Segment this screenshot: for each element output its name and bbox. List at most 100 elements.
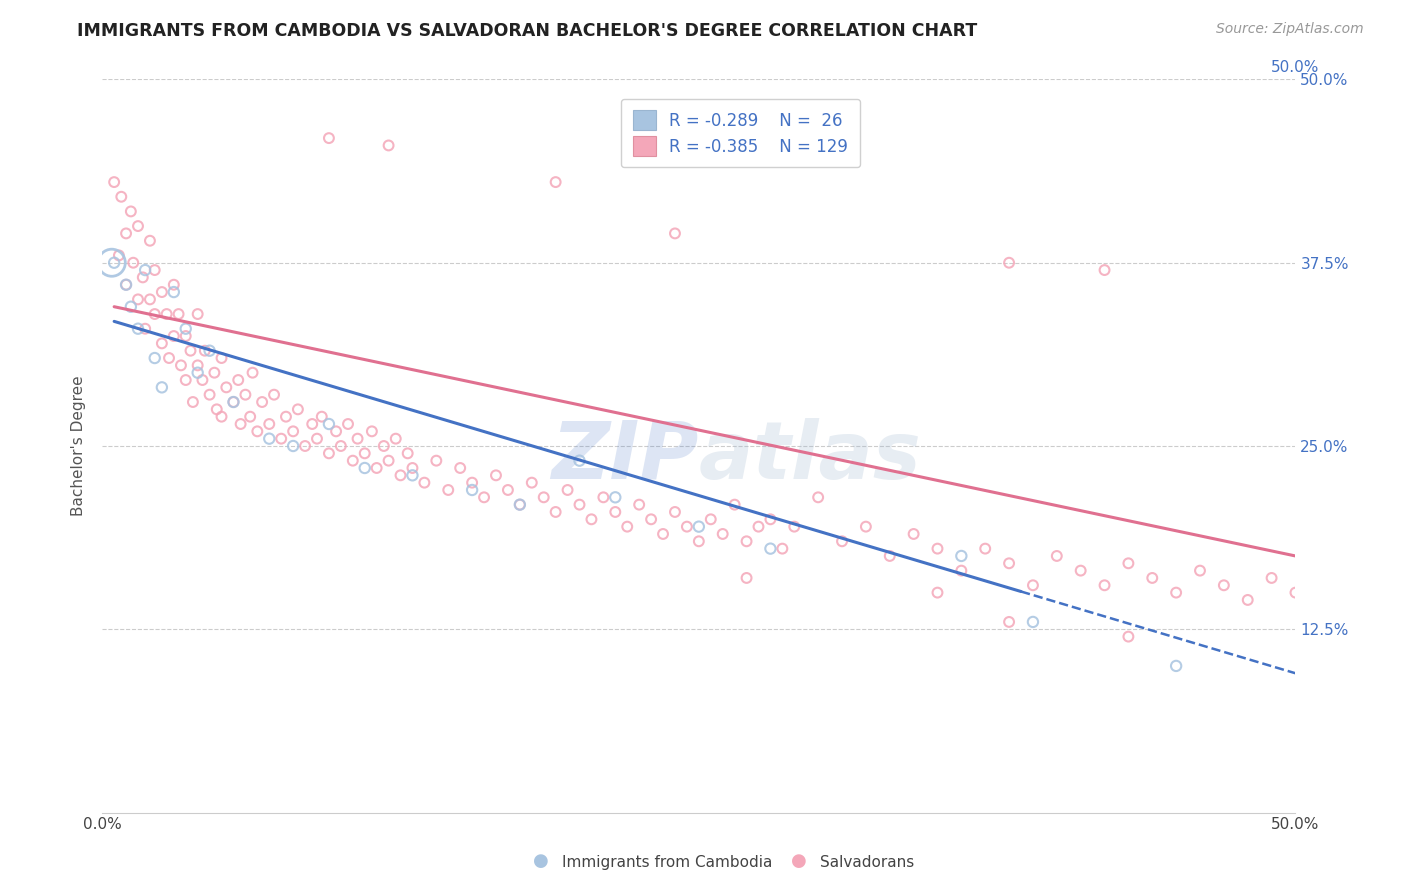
Point [1284,585,1306,599]
Point [903,527,925,541]
Point [449,461,471,475]
Point [413,475,436,490]
Point [557,483,579,497]
Point [325,425,347,439]
Point [1094,578,1116,592]
Point [103,175,125,189]
Point [509,498,531,512]
Point [143,351,166,365]
Point [259,432,281,446]
Point [401,461,423,475]
Point [711,527,734,541]
Point [377,453,399,467]
Text: ●: ● [533,852,550,870]
Point [461,483,484,497]
Point [250,395,273,409]
Y-axis label: Bachelor's Degree: Bachelor's Degree [72,376,86,516]
Point [389,468,412,483]
Point [783,519,806,533]
Point [127,322,149,336]
Point [115,227,138,241]
Point [640,512,662,526]
Point [215,380,238,394]
Point [353,446,375,460]
Point [318,417,340,431]
Point [318,131,340,145]
Point [120,204,142,219]
Point [1166,659,1188,673]
Point [211,409,233,424]
Point [229,417,252,431]
Point [174,322,197,336]
Point [998,615,1021,629]
Point [1118,630,1140,644]
Point [974,541,997,556]
Point [163,329,186,343]
Point [1022,615,1045,629]
Point [179,343,201,358]
Point [855,519,877,533]
Point [384,432,406,446]
Point [150,336,173,351]
Point [759,541,782,556]
Point [1094,263,1116,277]
Point [425,453,447,467]
Point [127,293,149,307]
Point [150,380,173,394]
Point [239,409,262,424]
Point [927,541,949,556]
Point [568,453,591,467]
Point [770,541,793,556]
Point [242,366,264,380]
Point [396,446,419,460]
Point [263,387,285,401]
Point [174,373,197,387]
Point [688,519,710,533]
Point [139,234,162,248]
Point [1070,564,1092,578]
Point [509,498,531,512]
Point [163,277,186,292]
Point [377,138,399,153]
Point [143,307,166,321]
Point [461,475,484,490]
Point [181,395,204,409]
Point [205,402,228,417]
Point [831,534,853,549]
Point [616,519,638,533]
Point [132,270,155,285]
Point [191,373,214,387]
Point [485,468,508,483]
Text: ZIP: ZIP [551,418,699,496]
Point [211,351,233,365]
Point [281,425,304,439]
Point [1166,585,1188,599]
Point [222,395,245,409]
Point [373,439,395,453]
Point [259,417,281,431]
Point [652,527,675,541]
Point [139,293,162,307]
Point [366,461,388,475]
Point [318,446,340,460]
Point [700,512,723,526]
Point [294,439,316,453]
Point [1022,578,1045,592]
Point [688,534,710,549]
Point [274,409,297,424]
Point [187,307,209,321]
Point [167,307,190,321]
Point [401,468,423,483]
Point [879,549,901,563]
Point [342,453,364,467]
Point [134,263,156,277]
Point [157,351,180,365]
Point [472,491,495,505]
Point [134,322,156,336]
Point [735,571,758,585]
Point [664,505,686,519]
Point [198,343,221,358]
Point [337,417,360,431]
Point [270,432,292,446]
Point [305,432,328,446]
